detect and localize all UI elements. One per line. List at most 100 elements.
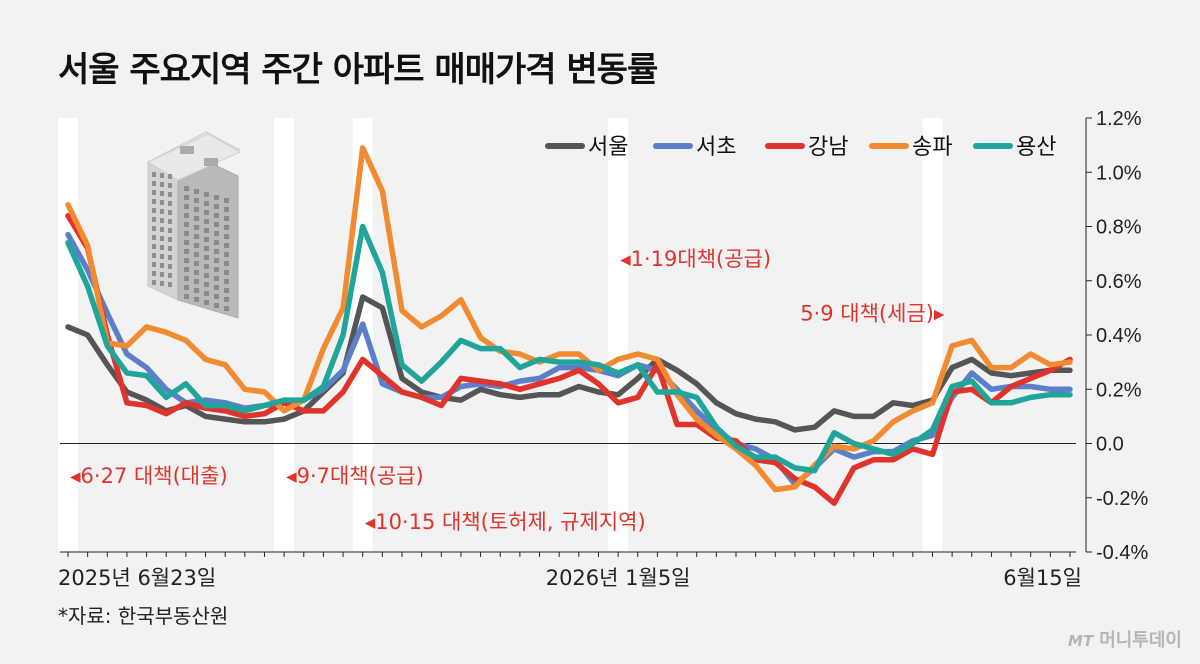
y-tick-label-1: 1.0%: [1096, 162, 1142, 184]
window-left: [152, 199, 156, 204]
window-left: [160, 236, 164, 241]
window-right: [214, 213, 219, 218]
window-right: [204, 228, 209, 233]
window-left: [168, 237, 172, 242]
policy-annotation-2: ◂10·15 대책(토허제, 규제지역): [365, 510, 646, 534]
roof-vent-2: [204, 158, 218, 166]
window-right: [224, 198, 229, 203]
policy-annotation-3: ◂1·19대책(공급): [620, 247, 771, 271]
y-tick-label-2: 0.8%: [1096, 217, 1142, 239]
window-right: [224, 270, 229, 275]
y-tick-label-7: -0.2%: [1096, 488, 1148, 510]
window-right: [184, 222, 189, 227]
window-right: [204, 300, 209, 305]
window-right: [194, 189, 199, 194]
window-left: [168, 273, 172, 278]
window-left: [160, 245, 164, 250]
legend-label-songpa: 송파: [912, 135, 952, 160]
window-right: [184, 213, 189, 218]
window-right: [204, 201, 209, 206]
window-right: [184, 267, 189, 272]
window-right: [224, 243, 229, 248]
window-right: [184, 258, 189, 263]
window-right: [214, 195, 219, 200]
window-left: [168, 255, 172, 260]
window-left: [160, 218, 164, 223]
series-line-yongsan: [65, 223, 1073, 474]
window-right: [224, 216, 229, 221]
window-left: [152, 280, 156, 285]
window-right: [214, 303, 219, 308]
policy-band-3: [608, 118, 629, 552]
window-right: [224, 234, 229, 239]
window-right: [224, 279, 229, 284]
window-right: [214, 276, 219, 281]
legend-label-yongsan: 용산: [1016, 135, 1056, 160]
window-right: [214, 222, 219, 227]
window-right: [214, 285, 219, 290]
window-left: [168, 228, 172, 233]
window-left: [160, 182, 164, 187]
window-right: [224, 225, 229, 230]
legend-label-gangnam: 강남: [808, 135, 848, 160]
window-left: [160, 200, 164, 205]
window-left: [160, 281, 164, 286]
window-right: [204, 291, 209, 296]
window-left: [168, 210, 172, 215]
window-right: [194, 243, 199, 248]
window-right: [184, 285, 189, 290]
window-right: [204, 210, 209, 215]
window-right: [184, 231, 189, 236]
window-left: [160, 263, 164, 268]
window-right: [224, 207, 229, 212]
window-right: [184, 294, 189, 299]
series-line-gangnam: [65, 212, 1073, 506]
roof-vent-1: [180, 146, 194, 154]
window-right: [214, 294, 219, 299]
window-right: [214, 249, 219, 254]
legend-label-seocho: 서초: [696, 135, 736, 160]
window-right: [194, 297, 199, 302]
window-right: [194, 270, 199, 275]
window-right: [204, 246, 209, 251]
window-right: [204, 255, 209, 260]
window-left: [160, 191, 164, 196]
y-tick-label-6: 0.0: [1096, 434, 1124, 456]
window-right: [194, 207, 199, 212]
window-right: [214, 240, 219, 245]
apartment-building-icon: [146, 131, 242, 319]
window-right: [194, 225, 199, 230]
window-left: [160, 272, 164, 277]
window-right: [214, 204, 219, 209]
x-tick-label-0: 2025년 6월23일: [58, 566, 216, 590]
window-left: [168, 201, 172, 206]
window-right: [194, 198, 199, 203]
window-right: [184, 276, 189, 281]
window-left: [152, 226, 156, 231]
window-right: [214, 267, 219, 272]
window-left: [152, 253, 156, 258]
window-left: [152, 181, 156, 186]
policy-annotation-1: ◂9·7대책(공급): [286, 464, 424, 488]
window-right: [224, 252, 229, 257]
policy-annotation-0: ◂6·27 대책(대출): [70, 464, 228, 488]
x-tick-label-1: 2026년 1월5일: [546, 566, 691, 590]
window-left: [168, 219, 172, 224]
window-right: [194, 288, 199, 293]
window-right: [204, 264, 209, 269]
window-right: [184, 204, 189, 209]
window-left: [152, 190, 156, 195]
window-right: [184, 240, 189, 245]
window-left: [152, 271, 156, 276]
window-right: [194, 234, 199, 239]
window-right: [204, 273, 209, 278]
window-right: [194, 261, 199, 266]
window-right: [224, 297, 229, 302]
source-note: *자료: 한국부동산원: [58, 604, 229, 628]
window-left: [152, 262, 156, 267]
window-left: [152, 235, 156, 240]
window-left: [168, 246, 172, 251]
window-right: [214, 231, 219, 236]
window-right: [214, 258, 219, 263]
y-tick-label-5: 0.2%: [1096, 379, 1142, 401]
